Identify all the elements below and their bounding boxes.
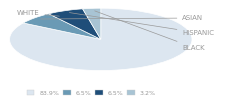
Wedge shape xyxy=(83,8,101,39)
Legend: 83.9%, 6.5%, 6.5%, 3.2%: 83.9%, 6.5%, 6.5%, 3.2% xyxy=(26,89,157,97)
Text: BLACK: BLACK xyxy=(95,11,205,51)
Text: ASIAN: ASIAN xyxy=(41,15,204,21)
Wedge shape xyxy=(49,9,101,39)
Wedge shape xyxy=(10,8,192,70)
Text: WHITE: WHITE xyxy=(17,10,59,16)
Text: HISPANIC: HISPANIC xyxy=(69,13,214,36)
Wedge shape xyxy=(23,14,101,39)
